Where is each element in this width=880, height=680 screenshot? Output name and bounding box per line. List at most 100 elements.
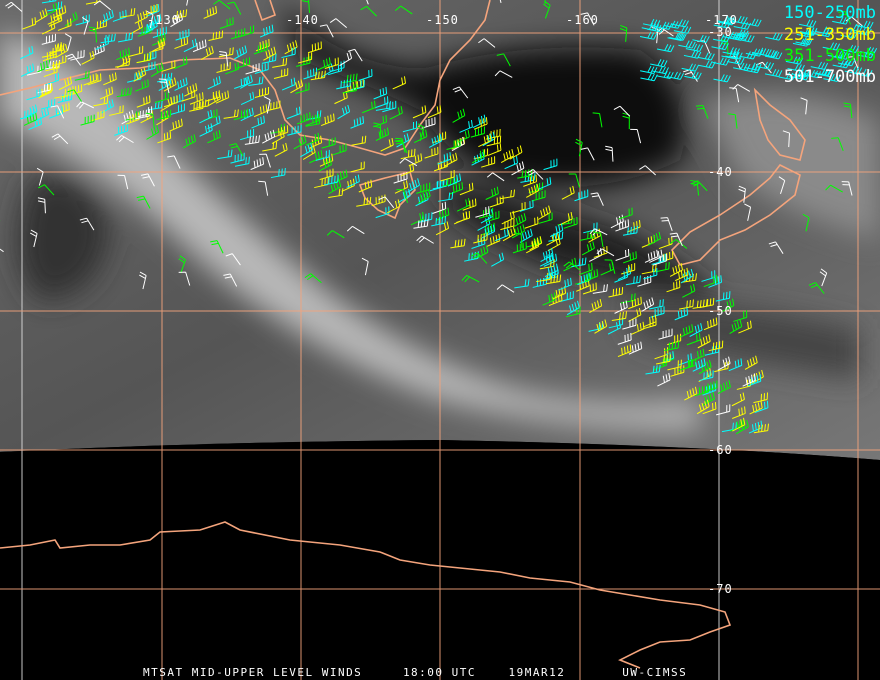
wind-barb [350, 116, 365, 129]
wind-barb [304, 273, 322, 284]
wind-barb [641, 297, 655, 312]
wind-barb [802, 213, 810, 232]
lon-label: -160 [566, 13, 599, 27]
wind-barb [170, 12, 183, 28]
wind-barb [471, 151, 485, 166]
wind-barb [140, 109, 154, 124]
wind-barb [526, 169, 544, 180]
wind-barb [5, 1, 23, 12]
wind-barb [234, 45, 248, 60]
wind-barb [183, 38, 198, 53]
wind-barb [30, 229, 38, 248]
wind-barb [475, 206, 490, 218]
wind-barb [753, 392, 769, 404]
wind-barb [795, 37, 813, 46]
wind-barb [26, 88, 41, 101]
wind-barb [387, 199, 401, 214]
wind-barb [478, 38, 496, 48]
wind-barb [80, 114, 95, 126]
wind-barb [350, 161, 365, 173]
wind-barb [207, 130, 221, 144]
wind-barb [481, 224, 496, 239]
wind-barb [716, 404, 731, 416]
wind-barb [684, 71, 702, 80]
wind-barb [717, 380, 731, 394]
wind-barb [523, 174, 538, 187]
wind-barb [156, 109, 172, 121]
wind-barb [512, 241, 527, 254]
wind-barb [729, 87, 740, 103]
wind-barb [823, 73, 841, 82]
wind-barb [729, 319, 743, 334]
wind-barb [152, 26, 167, 38]
wind-barb [857, 50, 875, 59]
wind-barb [640, 73, 658, 82]
wind-barb [626, 219, 641, 233]
wind-barb [841, 44, 860, 54]
wind-barb [99, 86, 114, 100]
wind-barb [733, 310, 748, 322]
wind-barb [843, 102, 853, 119]
wind-barb [504, 156, 518, 170]
wind-barb [380, 138, 394, 152]
new-zealand-coast [671, 87, 806, 266]
wind-barb [184, 83, 198, 97]
wind-barb [262, 141, 278, 152]
wind-barb [65, 53, 82, 66]
wind-barb [396, 188, 409, 203]
wind-barb [517, 168, 533, 179]
wind-barb [300, 143, 313, 158]
wind-barb [36, 107, 50, 122]
wind-barb [328, 179, 342, 195]
wind-barb [471, 252, 488, 264]
wind-barb [511, 161, 525, 176]
wind-barb [548, 231, 564, 242]
wind-barb [429, 179, 444, 192]
wind-barb [511, 202, 526, 214]
wind-barb [486, 128, 501, 140]
wind-barb [207, 76, 221, 90]
wind-barb [375, 127, 390, 141]
wind-barb [832, 51, 850, 60]
wind-barb [855, 68, 873, 77]
wind-barb [845, 23, 864, 33]
wind-barb [240, 107, 254, 122]
wind-barb [259, 153, 271, 168]
wind-barb [558, 277, 572, 291]
wind-barb [625, 275, 641, 286]
wind-barb [651, 65, 669, 75]
wind-barb [509, 145, 523, 160]
wind-barb [317, 57, 331, 71]
wind-barb [321, 137, 336, 149]
wind-barb [446, 138, 461, 150]
wind-barb [712, 57, 730, 66]
wind-barb [580, 12, 595, 26]
wind-barb [680, 268, 694, 284]
wind-barb [128, 45, 144, 57]
wind-barb [200, 45, 214, 61]
wind-barb [628, 341, 643, 355]
wind-barb [592, 284, 608, 294]
wind-barb [697, 52, 715, 61]
wind-barb [489, 195, 504, 208]
wind-barb [146, 125, 160, 140]
wind-barb [540, 252, 554, 267]
wind-barb [154, 91, 169, 104]
wind-barb [642, 314, 657, 328]
wind-barb [358, 179, 373, 193]
wind-barb [319, 168, 334, 181]
wind-barb [544, 263, 559, 278]
wind-barb [170, 103, 185, 115]
wind-barb [748, 420, 763, 434]
wind-barb [453, 211, 468, 225]
wind-barb [683, 50, 702, 59]
wind-barb [715, 291, 731, 302]
wind-barb [738, 320, 752, 334]
wind-barb [727, 56, 745, 65]
wind-barb [161, 60, 176, 72]
wind-barb [543, 0, 551, 19]
wind-barb [581, 241, 595, 256]
wind-barb [682, 284, 696, 298]
wind-barb [814, 67, 832, 77]
